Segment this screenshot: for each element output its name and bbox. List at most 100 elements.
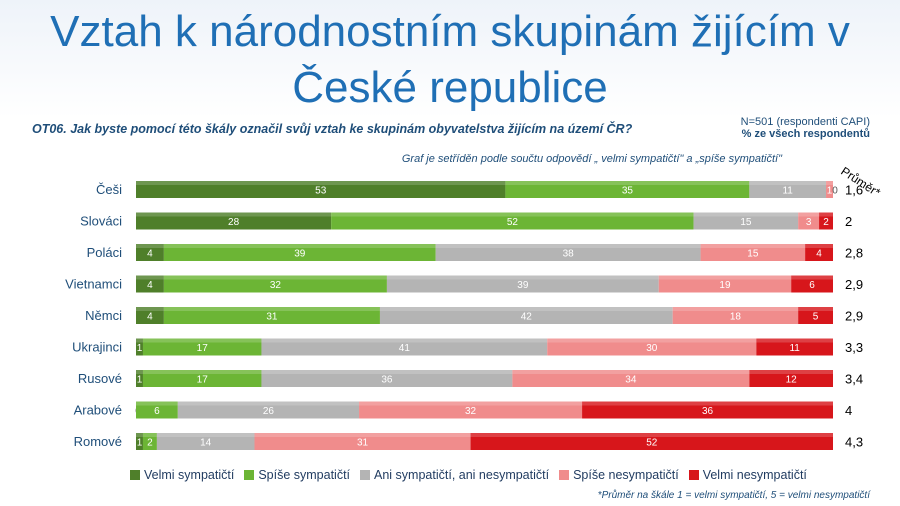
bar-highlight — [136, 433, 143, 437]
data-label: 28 — [228, 217, 240, 228]
data-label: 6 — [809, 280, 815, 291]
category-label: Slováci — [80, 214, 122, 229]
bar-highlight — [791, 275, 833, 280]
bar-segment — [700, 244, 806, 261]
category-label: Češi — [96, 182, 122, 197]
bar-highlight — [136, 212, 332, 217]
bar-segment — [156, 433, 255, 450]
legend-label: Velmi nesympatičtí — [702, 468, 807, 482]
bar-highlight — [700, 244, 806, 248]
bar-highlight — [826, 181, 833, 185]
bar-segment — [798, 212, 820, 230]
bar-highlight — [749, 370, 833, 374]
bar-segment — [142, 338, 262, 356]
average-value: 3,4 — [845, 372, 863, 387]
bar-segment — [254, 433, 471, 450]
legend-swatch — [559, 470, 570, 480]
data-label: 32 — [270, 280, 282, 291]
bar-highlight — [142, 433, 157, 437]
bar-highlight — [798, 212, 820, 217]
data-label: 11 — [782, 186, 793, 197]
data-label: 26 — [263, 406, 275, 417]
category-label: Romové — [74, 434, 122, 449]
data-label: 32 — [465, 406, 477, 417]
data-label: 39 — [294, 249, 306, 260]
bar-segment — [136, 275, 164, 293]
bar-segment — [749, 181, 827, 198]
bar-segment — [136, 433, 143, 450]
data-label: 1 — [137, 343, 143, 354]
data-label: 42 — [521, 312, 533, 323]
bar-highlight — [798, 307, 833, 311]
data-label: 38 — [563, 249, 575, 260]
data-label: 53 — [315, 186, 327, 197]
legend-swatch — [130, 470, 140, 480]
legend-label: Velmi sympatičtí — [144, 468, 235, 482]
bar-highlight — [386, 275, 659, 280]
bar-segment — [512, 370, 750, 387]
bar-highlight — [261, 370, 513, 374]
bar-highlight — [547, 338, 757, 343]
page-title: Vztah k národnostním skupinám žijícím v … — [0, 4, 900, 116]
data-label: 41 — [399, 343, 411, 354]
data-label: 11 — [789, 343, 800, 354]
data-label: 1 — [137, 375, 143, 386]
bar-segment — [791, 275, 833, 293]
data-label: 15 — [740, 217, 752, 228]
data-label: 1 — [137, 438, 143, 449]
bar-segment — [177, 401, 360, 419]
data-label: 0 — [832, 186, 838, 197]
bar-highlight — [805, 244, 833, 248]
data-label: 30 — [646, 343, 658, 354]
data-label: 4 — [147, 280, 153, 291]
bar-segment — [693, 212, 799, 230]
bar-highlight — [136, 181, 506, 185]
bar-segment — [582, 401, 833, 419]
bar-highlight — [142, 370, 262, 374]
legend-item: Ani sympatičtí, ani nesympatičtí — [360, 468, 549, 482]
bar-highlight — [435, 244, 701, 248]
sample-note: N=501 (respondenti CAPI) % ze všech resp… — [741, 116, 870, 140]
bar-segment — [261, 370, 513, 387]
average-value: 2 — [845, 214, 852, 229]
legend-label: Spíše sympatičtí — [258, 468, 351, 482]
bar-highlight — [136, 370, 143, 374]
data-label: 15 — [747, 249, 759, 260]
data-label: 5 — [813, 312, 819, 323]
bar-highlight — [505, 181, 750, 185]
data-label: 39 — [517, 280, 529, 291]
average-value: 3,3 — [845, 340, 863, 355]
bar-highlight — [359, 401, 583, 406]
bar-segment — [163, 275, 387, 293]
bar-highlight — [163, 244, 436, 248]
data-label: 14 — [200, 438, 212, 449]
legend-item: Velmi sympatičtí — [130, 468, 234, 482]
legend-item: Spíše sympatičtí — [244, 468, 350, 482]
bar-segment — [672, 307, 799, 324]
bar-segment — [359, 401, 583, 419]
data-label: 35 — [622, 186, 634, 197]
bar-segment — [136, 401, 178, 419]
bar-highlight — [142, 338, 262, 343]
bar-segment — [805, 244, 833, 261]
bar-segment — [136, 181, 506, 198]
bar-segment — [136, 212, 332, 230]
data-label: 36 — [702, 406, 714, 417]
data-label: 18 — [730, 312, 742, 323]
bar-segment — [505, 181, 750, 198]
bar-segment — [470, 433, 833, 450]
data-label: 17 — [197, 375, 209, 386]
bar-highlight — [512, 370, 750, 374]
data-label: 3 — [806, 217, 812, 228]
data-label: 36 — [381, 375, 393, 386]
data-label: 17 — [197, 343, 209, 354]
average-value: 2,9 — [845, 277, 863, 292]
title-band — [0, 0, 900, 118]
bar-segment — [819, 212, 833, 230]
bar-highlight — [163, 307, 380, 311]
bar-highlight — [136, 401, 178, 406]
data-label: 34 — [625, 375, 637, 386]
bar-segment — [136, 338, 143, 356]
bar-segment — [136, 370, 143, 387]
